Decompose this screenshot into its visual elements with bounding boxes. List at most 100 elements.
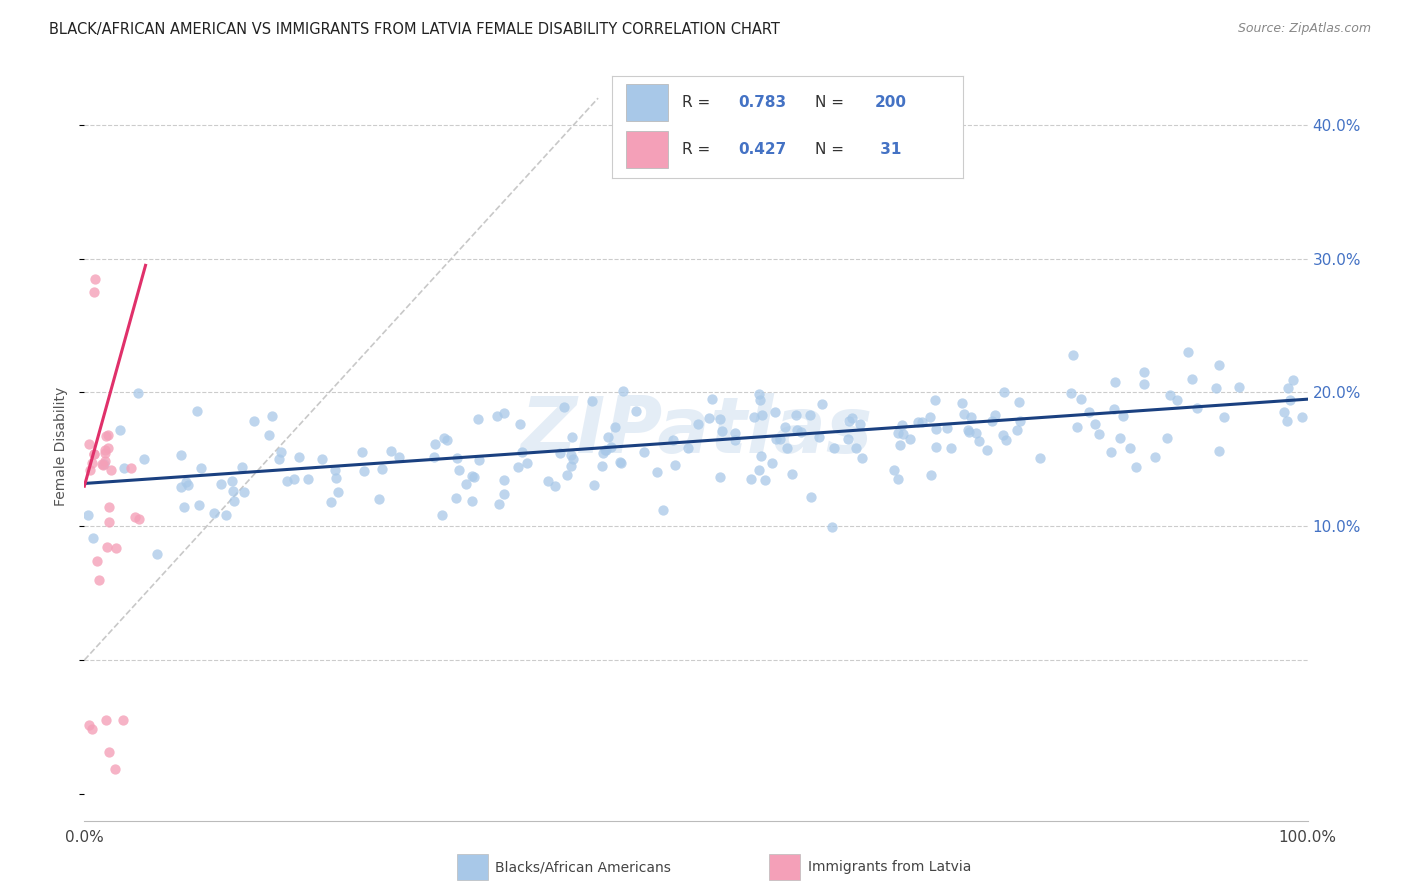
Point [920, 467, 942, 482]
Point [1112, 409, 1135, 423]
Point [887, 472, 910, 486]
Point [174, 475, 197, 490]
Point [883, 462, 905, 476]
Point [953, 407, 976, 421]
Point [456, 477, 478, 491]
Point [209, 477, 232, 491]
Point [560, 458, 582, 473]
Point [436, 433, 458, 447]
Point [851, 451, 873, 466]
Point [94, 442, 117, 457]
Point [711, 425, 734, 439]
Point [128, 511, 150, 525]
Point [80, 723, 103, 737]
Point [583, 477, 606, 491]
Point [488, 497, 510, 511]
Point [202, 507, 225, 521]
Point [761, 456, 783, 470]
Point [260, 409, 283, 423]
Point [598, 430, 620, 444]
Point [97, 745, 120, 759]
Point [110, 423, 132, 437]
Point [467, 412, 489, 426]
Point [1104, 375, 1126, 389]
Point [242, 414, 264, 428]
Point [544, 479, 567, 493]
Point [837, 432, 859, 446]
Point [1070, 392, 1092, 406]
Point [87, 573, 110, 587]
Point [1062, 348, 1084, 362]
Point [170, 480, 193, 494]
Point [1099, 445, 1122, 459]
Point [1277, 381, 1299, 395]
Point [709, 412, 731, 426]
Text: Source: ZipAtlas.com: Source: ZipAtlas.com [1237, 22, 1371, 36]
Point [800, 490, 823, 504]
Point [790, 425, 813, 439]
Point [112, 461, 135, 475]
Point [841, 410, 863, 425]
Point [380, 444, 402, 458]
Point [811, 397, 834, 411]
Point [786, 423, 808, 437]
Point [561, 452, 583, 467]
Point [1132, 365, 1154, 379]
Point [93, 446, 115, 460]
Point [93, 457, 115, 471]
Text: 31: 31 [876, 142, 901, 157]
Point [350, 445, 373, 459]
Point [891, 427, 914, 442]
Point [170, 448, 193, 462]
Point [1291, 409, 1313, 424]
Point [749, 392, 772, 407]
Point [1277, 414, 1299, 428]
Point [886, 426, 908, 441]
Point [463, 469, 485, 483]
Point [612, 384, 634, 399]
Point [645, 465, 668, 479]
Point [935, 420, 957, 434]
Point [537, 474, 560, 488]
Point [1156, 430, 1178, 444]
Point [1272, 405, 1295, 419]
Point [1227, 380, 1250, 394]
Point [446, 450, 468, 465]
Point [222, 483, 245, 498]
Point [1213, 409, 1236, 424]
Point [84, 272, 107, 286]
Point [995, 433, 1018, 447]
Point [925, 440, 948, 454]
Point [506, 460, 529, 475]
Point [633, 445, 655, 459]
Point [993, 385, 1015, 400]
Point [924, 393, 946, 408]
Point [388, 450, 411, 464]
Point [257, 427, 280, 442]
Point [485, 409, 508, 423]
Text: N =: N = [815, 142, 849, 157]
Point [1010, 414, 1032, 428]
Point [1177, 345, 1199, 359]
Point [765, 432, 787, 446]
Point [1181, 372, 1204, 386]
Text: BLACK/AFRICAN AMERICAN VS IMMIGRANTS FROM LATVIA FEMALE DISABILITY CORRELATION C: BLACK/AFRICAN AMERICAN VS IMMIGRANTS FRO… [49, 22, 780, 37]
Point [560, 448, 582, 462]
Point [688, 417, 710, 431]
Point [907, 416, 929, 430]
Text: R =: R = [682, 95, 716, 110]
Point [83, 285, 105, 300]
Point [651, 503, 673, 517]
Point [1007, 394, 1029, 409]
Point [97, 428, 120, 442]
Point [1187, 401, 1209, 415]
Point [371, 462, 394, 476]
Point [595, 443, 617, 458]
Point [664, 458, 686, 472]
Text: N =: N = [815, 95, 849, 110]
Point [1208, 358, 1230, 372]
Point [83, 447, 105, 461]
Point [751, 408, 773, 422]
Point [1278, 393, 1301, 408]
Point [838, 414, 860, 428]
